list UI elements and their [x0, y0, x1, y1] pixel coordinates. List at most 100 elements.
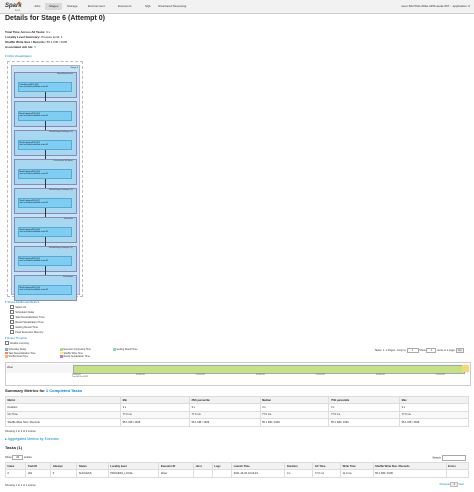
- tasks-heading: Tasks (1): [5, 445, 23, 450]
- entries-select[interactable]: 20: [12, 455, 24, 460]
- column-header[interactable]: Duration: [284, 462, 314, 470]
- timeline-pager: Tasks: 1. 1 Pages. Jump to 1 Show 1 item…: [375, 348, 464, 353]
- checkbox[interactable]: [10, 330, 15, 335]
- enable-zooming[interactable]: Enable zooming: [5, 341, 29, 346]
- column-header[interactable]: Max: [399, 396, 469, 404]
- task-bar-executor-computing[interactable]: [73, 365, 465, 374]
- previous-button[interactable]: Previous: [439, 483, 450, 486]
- column-header[interactable]: Shuffle Write Size / Records: [372, 462, 447, 470]
- column-header[interactable]: Write Time: [340, 462, 374, 470]
- page-size-input[interactable]: 1: [426, 348, 437, 353]
- metric-peak-memory[interactable]: Peak Execution Memory: [10, 330, 43, 335]
- metric-select-all[interactable]: Select All: [10, 305, 26, 310]
- summary-metrics-heading: Summary Metrics for 1 Completed Tasks: [5, 388, 83, 393]
- column-header[interactable]: Min: [120, 396, 190, 404]
- table-cell: 3 s: [284, 469, 314, 478]
- caret-down-icon: ▾: [5, 300, 7, 304]
- summary-showing: Showing 1 to 3 of 3 entries: [5, 430, 36, 433]
- tab-storage[interactable]: Storage: [67, 4, 78, 8]
- column-header[interactable]: Host: [193, 462, 213, 470]
- column-header[interactable]: GC Time: [312, 462, 342, 470]
- column-header[interactable]: Executor ID: [158, 462, 195, 470]
- timeline-tick: 13:16:23: [316, 374, 325, 376]
- tab-sql[interactable]: SQL: [145, 4, 152, 8]
- next-button[interactable]: Next: [458, 483, 464, 486]
- column-header[interactable]: Errors: [445, 462, 470, 470]
- checkbox[interactable]: [10, 310, 15, 315]
- dag-rdd-node[interactable]: MapPartitionsRDD [48] start at KafkaData…: [18, 227, 72, 237]
- page-jump-input[interactable]: 1: [406, 348, 419, 353]
- checkbox[interactable]: [10, 315, 15, 320]
- timeline-tick: 13:16:23: [256, 374, 265, 376]
- table-cell: driver: [158, 469, 195, 478]
- table-cell: PROCESS_LOCAL: [107, 469, 160, 478]
- checkbox[interactable]: [10, 305, 15, 310]
- column-header[interactable]: Launch Time: [231, 462, 286, 470]
- checkbox[interactable]: [5, 341, 10, 346]
- table-cell: 55.1 KiB / 1636: [372, 469, 447, 478]
- column-header[interactable]: Index: [4, 462, 27, 470]
- search-input[interactable]: [442, 455, 466, 461]
- table-cell: 77.0 ms: [312, 469, 342, 478]
- event-timeline-toggle[interactable]: ▾ Event Timeline: [5, 336, 28, 340]
- tab-structured-streaming[interactable]: Structured Streaming: [158, 4, 187, 8]
- tab-environment[interactable]: Environment: [88, 4, 105, 8]
- navbar: Spark ✸ 3.x.x Jobs Stages Storage Enviro…: [0, 0, 474, 14]
- aggregated-metrics-toggle[interactable]: ▸ Aggregated Metrics by Executor: [5, 437, 59, 441]
- dag-rdd-node[interactable]: MapPartitionsRDD [45] start at KafkaData…: [18, 140, 72, 150]
- task-bar-shuffle-write[interactable]: [462, 365, 469, 372]
- checkbox[interactable]: [10, 320, 15, 325]
- metric-task-deserialization[interactable]: Task Deserialization Time: [10, 315, 45, 320]
- legend-item: Getting Result Time: [113, 348, 138, 351]
- metric-result-serialization[interactable]: Result Serialization Time: [10, 320, 44, 325]
- tab-executors[interactable]: Executors: [118, 4, 132, 8]
- table-cell: 55.1 KiB / 1636: [328, 418, 401, 427]
- dag-rdd-node[interactable]: MapPartitionsRDD [46] start at KafkaData…: [18, 169, 72, 179]
- job-id-link[interactable]: 5: [34, 45, 36, 49]
- brand-name: Spark: [5, 3, 22, 9]
- dag-rdd-node[interactable]: DataSourceRDD [43] start at KafkaDataWri…: [18, 82, 72, 92]
- table-cell: [193, 469, 213, 478]
- table-cell: [211, 469, 233, 478]
- entries-control: Show 20 entries: [5, 455, 32, 460]
- column-header[interactable]: Median: [259, 396, 330, 404]
- tab-jobs[interactable]: Jobs: [34, 4, 41, 8]
- table-cell: 55.1 KiB / 1636: [188, 418, 261, 427]
- tab-stages[interactable]: Stages: [45, 3, 63, 10]
- dag-rdd-node[interactable]: MapPartitionsRDD [50] start at KafkaData…: [18, 285, 72, 295]
- legend-item: Scheduler Delay: [5, 348, 26, 351]
- metric-getting-result[interactable]: Getting Result Time: [10, 325, 38, 330]
- spark-logo[interactable]: Spark ✸ 3.x.x: [5, 1, 27, 12]
- dag-cluster-name: Exchange: [63, 275, 73, 278]
- summary-metric-row: Shuffle Write Size / Records 55.1 KiB / 1…: [4, 418, 469, 427]
- dag-rdd-node[interactable]: MapPartitionsRDD [47] start at KafkaData…: [18, 198, 72, 208]
- spark-star-icon: ✸: [17, 1, 22, 7]
- column-header[interactable]: Metric: [4, 396, 122, 404]
- legend-item: Executor Computing Time: [60, 348, 91, 351]
- dag-rdd-node[interactable]: MapPartitionsRDD [44] start at KafkaData…: [18, 111, 72, 121]
- timeline-tick: 13:16:23 Tue 04 Oct 2021: [72, 374, 89, 378]
- column-header[interactable]: Attempt: [50, 462, 78, 470]
- task-row: 0 201 0 SUCCESS PROCESS_LOCAL driver 2021-10-0…: [4, 469, 470, 478]
- timeline-tick: 13:16:24: [436, 374, 445, 376]
- metric-scheduler-delay[interactable]: Scheduler Delay: [10, 310, 34, 315]
- table-cell: Duration: [4, 403, 122, 412]
- page-button[interactable]: 1: [450, 482, 458, 487]
- completed-tasks-link[interactable]: 1 Completed Tasks: [45, 388, 83, 393]
- column-header[interactable]: 75th percentile: [328, 396, 401, 404]
- column-header[interactable]: Status: [76, 462, 109, 470]
- column-header[interactable]: 25th percentile: [188, 396, 261, 404]
- go-button[interactable]: Go: [455, 348, 464, 353]
- additional-metrics-toggle[interactable]: ▾ Show Additional Metrics: [5, 300, 40, 304]
- table-cell: 55.1 KiB / 1636: [399, 418, 469, 427]
- column-header[interactable]: Task ID: [25, 462, 52, 470]
- dag-toggle[interactable]: ▾ DAG Visualization: [5, 54, 32, 58]
- table-cell: 3 s: [120, 403, 190, 412]
- column-header[interactable]: Logs: [211, 462, 233, 470]
- table-cell: 77.0 ms: [120, 410, 190, 419]
- dag-stage-label: Stage 6: [70, 66, 78, 69]
- column-header[interactable]: Locality level: [107, 462, 160, 470]
- checkbox[interactable]: [10, 325, 15, 330]
- dag-rdd-node[interactable]: MapPartitionsRDD [49] start at KafkaData…: [18, 256, 72, 266]
